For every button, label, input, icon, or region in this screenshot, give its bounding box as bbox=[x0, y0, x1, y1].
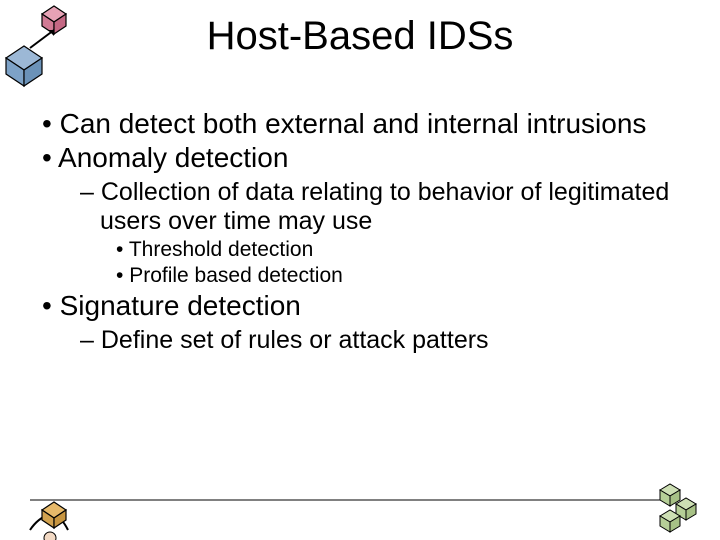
decorative-bottom bbox=[0, 480, 720, 540]
bullet-l1: Anomaly detection bbox=[36, 142, 690, 174]
bullet-text: Collection of data relating to behavior … bbox=[100, 178, 669, 235]
bullet-l1: Signature detection bbox=[36, 290, 690, 322]
bullet-l2: Define set of rules or attack patters bbox=[36, 326, 690, 355]
bullet-text: Define set of rules or attack patters bbox=[101, 326, 489, 354]
slide-body: Can detect both external and internal in… bbox=[36, 108, 690, 357]
bullet-text: Threshold detection bbox=[129, 238, 313, 261]
bullet-l1: Can detect both external and internal in… bbox=[36, 108, 690, 140]
bullet-l3: Threshold detection bbox=[36, 238, 690, 262]
bullet-l2: Collection of data relating to behavior … bbox=[36, 178, 690, 236]
slide: Host-Based IDSs Can detect both external… bbox=[0, 0, 720, 540]
bullet-l3: Profile based detection bbox=[36, 264, 690, 288]
bullet-text: Anomaly detection bbox=[58, 142, 288, 173]
bullet-text: Profile based detection bbox=[129, 264, 343, 287]
bullet-text: Can detect both external and internal in… bbox=[60, 108, 647, 139]
slide-title: Host-Based IDSs bbox=[0, 14, 720, 59]
bullet-text: Signature detection bbox=[60, 290, 301, 321]
